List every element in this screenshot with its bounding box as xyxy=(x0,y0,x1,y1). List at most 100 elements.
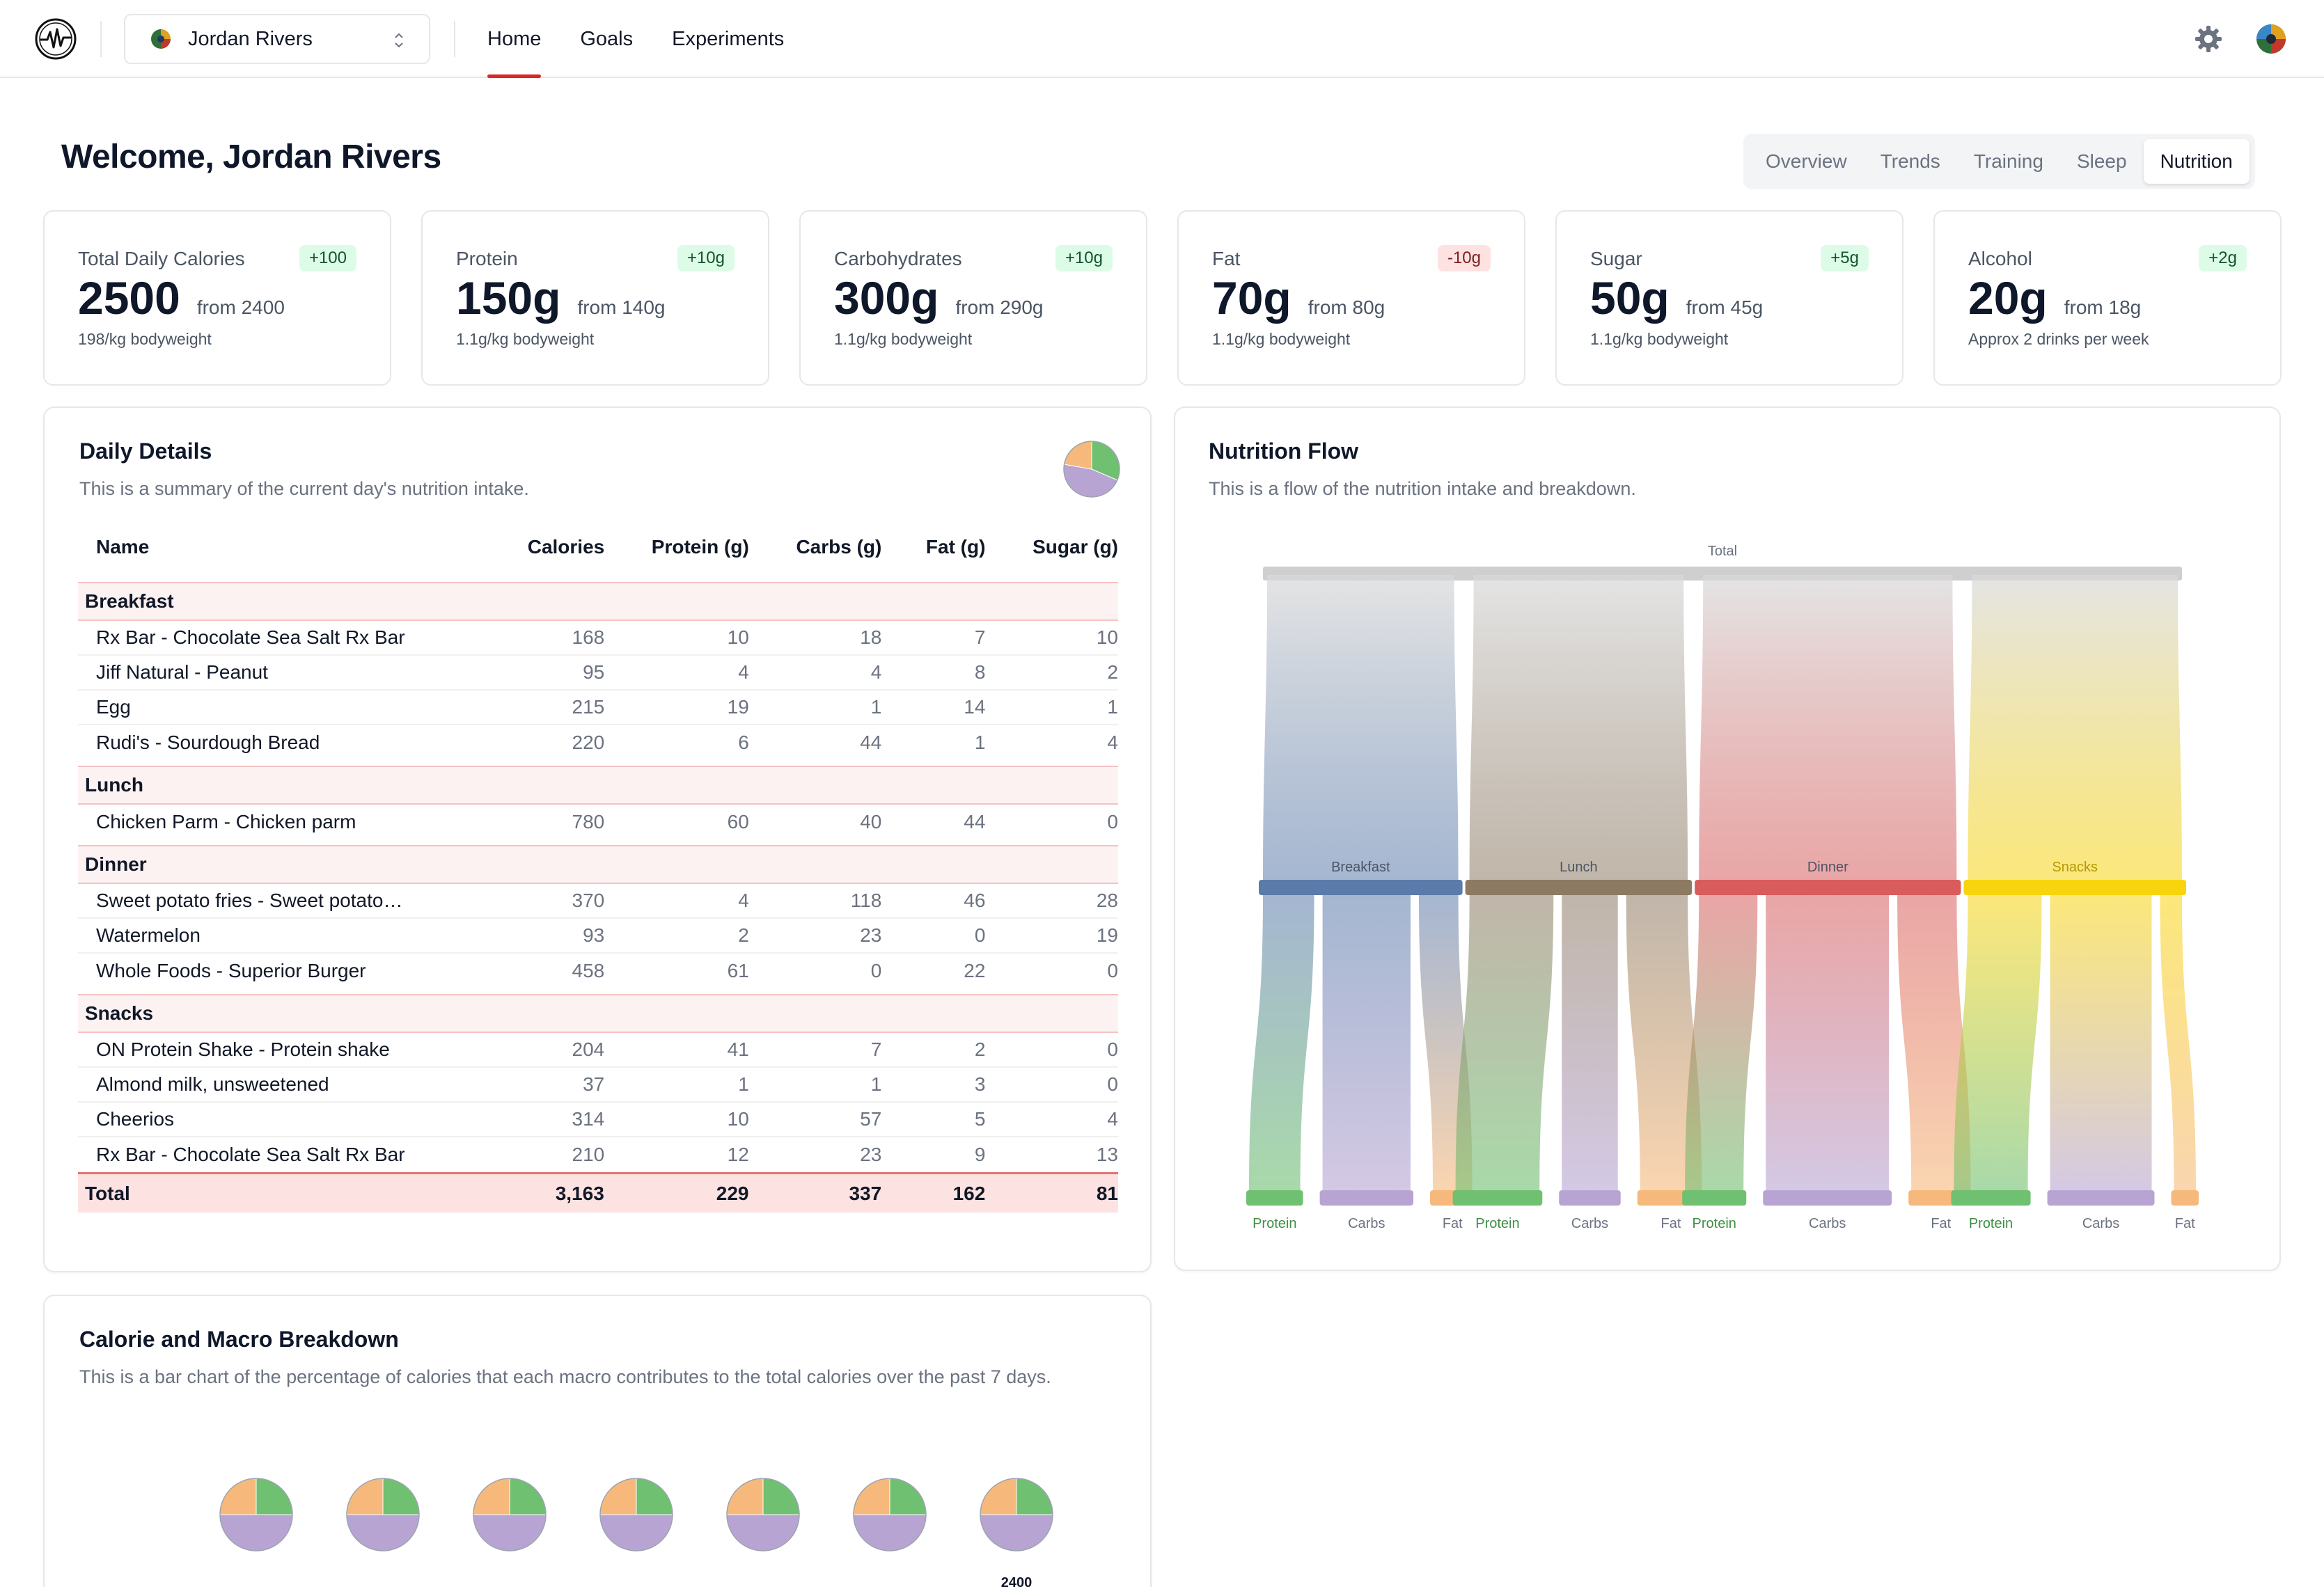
table-row[interactable]: Sweet potato fries - Sweet potato… 370 4 11… xyxy=(78,884,1118,919)
sankey-node-dinner[interactable] xyxy=(1695,880,1961,895)
cell-calories: 458 xyxy=(572,960,605,981)
tab-nutrition[interactable]: Nutrition xyxy=(2143,139,2250,184)
cell-name: Rudi's - Sourdough Bread xyxy=(96,732,320,753)
sankey-node-breakfast[interactable] xyxy=(1259,880,1463,895)
tab-sleep[interactable]: Sleep xyxy=(2076,150,2127,172)
nav-goals[interactable]: Goals xyxy=(580,27,634,50)
sankey-node-lunch[interactable] xyxy=(1465,880,1693,895)
sankey-node-snacks[interactable] xyxy=(1963,880,2186,895)
breakdown-day-pie xyxy=(473,1478,547,1552)
kpi-label: Carbohydrates xyxy=(834,248,962,269)
profile-switcher[interactable]: Jordan Rivers xyxy=(124,14,430,64)
sankey-link-total-dinner xyxy=(1699,575,1957,885)
sankey-link-dinner-fat xyxy=(1897,895,1971,1190)
breakdown-day-pie xyxy=(980,1478,1053,1552)
page-title: Welcome, Jordan Rivers xyxy=(61,139,441,175)
avatar[interactable] xyxy=(2256,24,2286,54)
sankey-link-breakfast-carbs xyxy=(1322,895,1411,1190)
sankey-leaf-label-fat: Fat xyxy=(2175,1216,2195,1231)
top-navigation-bar: Jordan Rivers Home Goals Experiments xyxy=(0,0,2324,78)
kpi-from: from 2400 xyxy=(196,297,285,318)
table-total-row: Total 3,163 229 337 162 81 xyxy=(78,1172,1118,1213)
sankey-label-total: Total xyxy=(1708,544,1737,559)
macro-breakdown-title: Calorie and Macro Breakdown xyxy=(79,1327,399,1352)
sankey-label-lunch: Lunch xyxy=(1560,860,1598,875)
sankey-node-snacks-fat[interactable] xyxy=(2171,1190,2199,1206)
table-row[interactable]: Whole Foods - Superior Burger 458 61 0 22 0 xyxy=(78,954,1118,988)
cell-calories: 95 xyxy=(583,661,605,683)
table-row[interactable]: Egg 215 19 1 14 1 xyxy=(78,690,1118,725)
sankey-label-dinner: Dinner xyxy=(1807,860,1848,875)
table-row[interactable]: Almond milk, unsweetened 37 1 1 3 0 xyxy=(78,1068,1118,1103)
cell-calories: 220 xyxy=(572,732,605,753)
sankey-node-lunch-protein[interactable] xyxy=(1452,1190,1543,1206)
table-row[interactable]: Chicken Parm - Chicken parm 780 60 40 44 0 xyxy=(78,805,1118,839)
sankey-node-dinner-protein[interactable] xyxy=(1682,1190,1747,1206)
sankey-node-breakfast-carbs[interactable] xyxy=(1319,1190,1414,1206)
dashboard-tabs: Overview Trends Training Sleep Nutrition xyxy=(1743,134,2255,189)
group-label: Snacks xyxy=(85,1002,154,1024)
tab-trends[interactable]: Trends xyxy=(1880,150,1940,172)
total-fat: 162 xyxy=(952,1182,986,1204)
kpi-card-fat: Fat -10g 70g from 80g 1.1g/kg bodyweight xyxy=(1177,210,1525,386)
sankey-link-total-snacks xyxy=(1968,575,2182,885)
cell-fat: 2 xyxy=(974,1039,986,1060)
column-header-name[interactable]: Name xyxy=(96,536,150,558)
table-row[interactable]: Cheerios 314 10 57 5 4 xyxy=(78,1103,1118,1137)
column-header-calories[interactable]: Calories xyxy=(527,536,605,558)
cell-sugar: 0 xyxy=(1107,811,1118,832)
table-row[interactable]: Rx Bar - Chocolate Sea Salt Rx Bar 168 10 1… xyxy=(78,621,1118,656)
kpi-delta-badge: +5g xyxy=(1821,245,1869,271)
column-header-protein[interactable]: Protein (g) xyxy=(651,536,749,558)
cell-carbs: 1 xyxy=(870,696,882,718)
table-row[interactable]: Jiff Natural - Peanut 95 4 4 8 2 xyxy=(78,656,1118,690)
column-header-fat[interactable]: Fat (g) xyxy=(925,536,986,558)
cell-fat: 22 xyxy=(964,960,986,981)
sankey-node-breakfast-protein[interactable] xyxy=(1246,1190,1303,1206)
table-group-row: Breakfast xyxy=(78,582,1118,621)
sankey-link-lunch-protein xyxy=(1455,895,1554,1190)
cell-calories: 215 xyxy=(572,696,605,718)
nav-home[interactable]: Home xyxy=(487,0,542,78)
sankey-node-snacks-protein[interactable] xyxy=(1951,1190,2031,1206)
table-group-row: Snacks xyxy=(78,994,1118,1033)
kpi-card-alcohol: Alcohol +2g 20g from 18g Approx 2 drinks … xyxy=(1933,210,2282,386)
gear-icon[interactable] xyxy=(2193,24,2224,54)
daily-macro-pie-chart xyxy=(1063,441,1120,498)
sankey-link-snacks-carbs xyxy=(2050,895,2152,1190)
table-row[interactable]: ON Protein Shake - Protein shake 204 41 7 2 0 xyxy=(78,1033,1118,1068)
cell-carbs: 118 xyxy=(850,890,882,911)
kpi-value: 70g from 80g xyxy=(1212,272,1385,324)
cell-name: Egg xyxy=(96,696,131,718)
cell-sugar: 4 xyxy=(1107,732,1118,753)
sankey-node-dinner-carbs[interactable] xyxy=(1763,1190,1892,1206)
nav-experiments[interactable]: Experiments xyxy=(672,27,785,50)
tab-overview[interactable]: Overview xyxy=(1766,150,1847,172)
tab-training[interactable]: Training xyxy=(1973,150,2043,172)
kpi-delta-badge: +10g xyxy=(677,245,735,271)
sankey-link-dinner-carbs xyxy=(1766,895,1890,1190)
cell-name: ON Protein Shake - Protein shake xyxy=(96,1039,390,1060)
column-header-sugar[interactable]: Sugar (g) xyxy=(1033,536,1118,558)
cell-name: Whole Foods - Superior Burger xyxy=(96,960,366,981)
column-header-carbs[interactable]: Carbs (g) xyxy=(796,536,882,558)
cell-name: Cheerios xyxy=(96,1108,175,1130)
kpi-value: 150g from 140g xyxy=(456,272,666,324)
cell-sugar: 10 xyxy=(1096,626,1118,648)
cell-protein: 10 xyxy=(727,626,749,648)
profile-name: Jordan Rivers xyxy=(188,27,313,50)
table-row[interactable]: Rx Bar - Chocolate Sea Salt Rx Bar 210 12 2… xyxy=(78,1137,1118,1172)
table-row[interactable]: Watermelon 93 2 23 0 19 xyxy=(78,919,1118,954)
cell-calories: 314 xyxy=(572,1108,605,1130)
cell-protein: 10 xyxy=(727,1108,749,1130)
sankey-node-snacks-carbs[interactable] xyxy=(2047,1190,2155,1206)
sankey-node-lunch-carbs[interactable] xyxy=(1559,1190,1621,1206)
activity-logo-icon[interactable] xyxy=(33,17,78,61)
daily-details-title: Daily Details xyxy=(79,439,212,464)
cell-calories: 168 xyxy=(572,626,605,648)
sankey-leaf-label-carbs: Carbs xyxy=(1571,1216,1608,1231)
divider xyxy=(100,21,102,57)
table-row[interactable]: Rudi's - Sourdough Bread 220 6 44 1 4 xyxy=(78,725,1118,760)
main-nav: Home Goals Experiments xyxy=(487,0,823,78)
sankey-label-snacks: Snacks xyxy=(2052,860,2098,875)
